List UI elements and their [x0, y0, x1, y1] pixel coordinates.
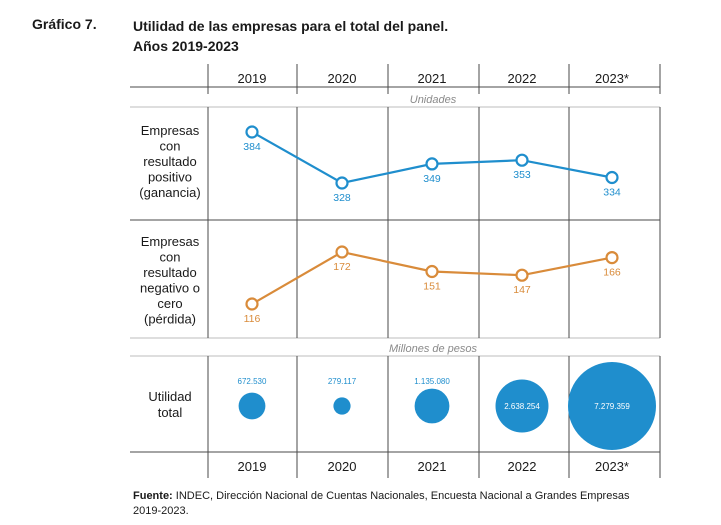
bubble-label-line-1: total	[158, 405, 183, 420]
year-footer-2: 2021	[418, 459, 447, 474]
bubble-4	[568, 362, 656, 450]
series-0-point-0	[245, 125, 259, 139]
year-header-4: 2023*	[595, 71, 629, 86]
series-0-value-label-4: 334	[603, 187, 621, 199]
source-label: Fuente:	[133, 490, 173, 502]
series-1-value-label-3: 147	[513, 284, 531, 296]
bubble-value-label-1: 279.117	[328, 377, 357, 386]
series-0-value-label-3: 353	[513, 169, 531, 181]
series-0-label-line-2: resultado	[143, 154, 196, 169]
series-0-point-2	[425, 157, 439, 171]
year-footer-4: 2023*	[595, 459, 629, 474]
units-bottom-bg	[375, 340, 493, 354]
series-1-label-line-0: Empresas	[141, 234, 200, 249]
year-header-3: 2022	[508, 71, 537, 86]
chart-title: Utilidad de las empresas para el total d…	[133, 16, 448, 56]
series-0-point-1	[335, 176, 349, 190]
series-1-point-1	[335, 245, 349, 259]
source-text: INDEC, Dirección Nacional de Cuentas Nac…	[172, 490, 630, 502]
source-text-line-2: 2019-2023.	[133, 505, 189, 517]
series-0-point-4	[605, 170, 619, 185]
series-1-point-0	[245, 297, 259, 311]
bubble-3	[495, 379, 549, 433]
title-line-1: Utilidad de las empresas para el total d…	[133, 18, 449, 34]
series-1-value-label-4: 166	[603, 267, 621, 279]
source-note: Fuente: INDEC, Dirección Nacional de Cue…	[133, 489, 693, 519]
series-1-label-line-5: (pérdida)	[144, 312, 196, 327]
series-0-value-label-0: 384	[243, 141, 261, 153]
series-1-label-line-4: cero	[157, 296, 182, 311]
series-1-label-line-2: resultado	[143, 265, 196, 280]
bubble-value-label-3: 2.638.254	[504, 402, 540, 411]
figure-label: Gráfico 7.	[32, 16, 97, 32]
chart: 2019 2019 2020 2020 2021 2021 2022 2022 2023* 202…	[130, 64, 661, 478]
bubble-value-label-4: 7.279.359	[594, 402, 630, 411]
series-1-point-2	[425, 264, 439, 279]
year-footer-1: 2020	[328, 459, 357, 474]
year-header-1: 2020	[328, 71, 357, 86]
series-0-label-line-0: Empresas	[141, 123, 200, 138]
year-footer-0: 2019	[238, 459, 267, 474]
title-line-2: Años 2019-2023	[133, 38, 239, 54]
series-1-point-3	[515, 268, 529, 282]
series-1-point-4	[605, 251, 619, 265]
units-top-label: Unidades	[410, 94, 457, 106]
series-1-value-label-2: 151	[423, 281, 441, 293]
series-0-label-line-4: (ganancia)	[139, 185, 200, 200]
series-0-point-3	[515, 153, 529, 167]
series-0-value-label-2: 349	[423, 173, 441, 185]
series-1-value-label-0: 116	[244, 313, 261, 325]
series-1-value-label-1: 172	[333, 261, 351, 273]
bubble-1	[333, 397, 351, 415]
series-0-value-label-1: 328	[333, 192, 351, 204]
series-0-label-line-3: positivo	[148, 170, 192, 185]
units-bottom-label: Millones de pesos	[389, 343, 478, 355]
year-header-2: 2021	[418, 71, 447, 86]
bubble-value-label-2: 1.135.080	[414, 377, 450, 386]
series-1-label-line-3: negativo o	[140, 281, 200, 296]
series-0-label-line-1: con	[160, 139, 181, 154]
bubble-value-label-0: 672.530	[238, 377, 267, 386]
year-header-0: 2019	[238, 71, 267, 86]
bubble-label-line-0: Utilidad	[148, 389, 191, 404]
series-1-label-line-1: con	[160, 250, 181, 265]
bubble-2	[414, 388, 450, 424]
units-top-bg	[395, 92, 473, 106]
year-footer-3: 2022	[508, 459, 537, 474]
bubble-0	[238, 392, 266, 420]
